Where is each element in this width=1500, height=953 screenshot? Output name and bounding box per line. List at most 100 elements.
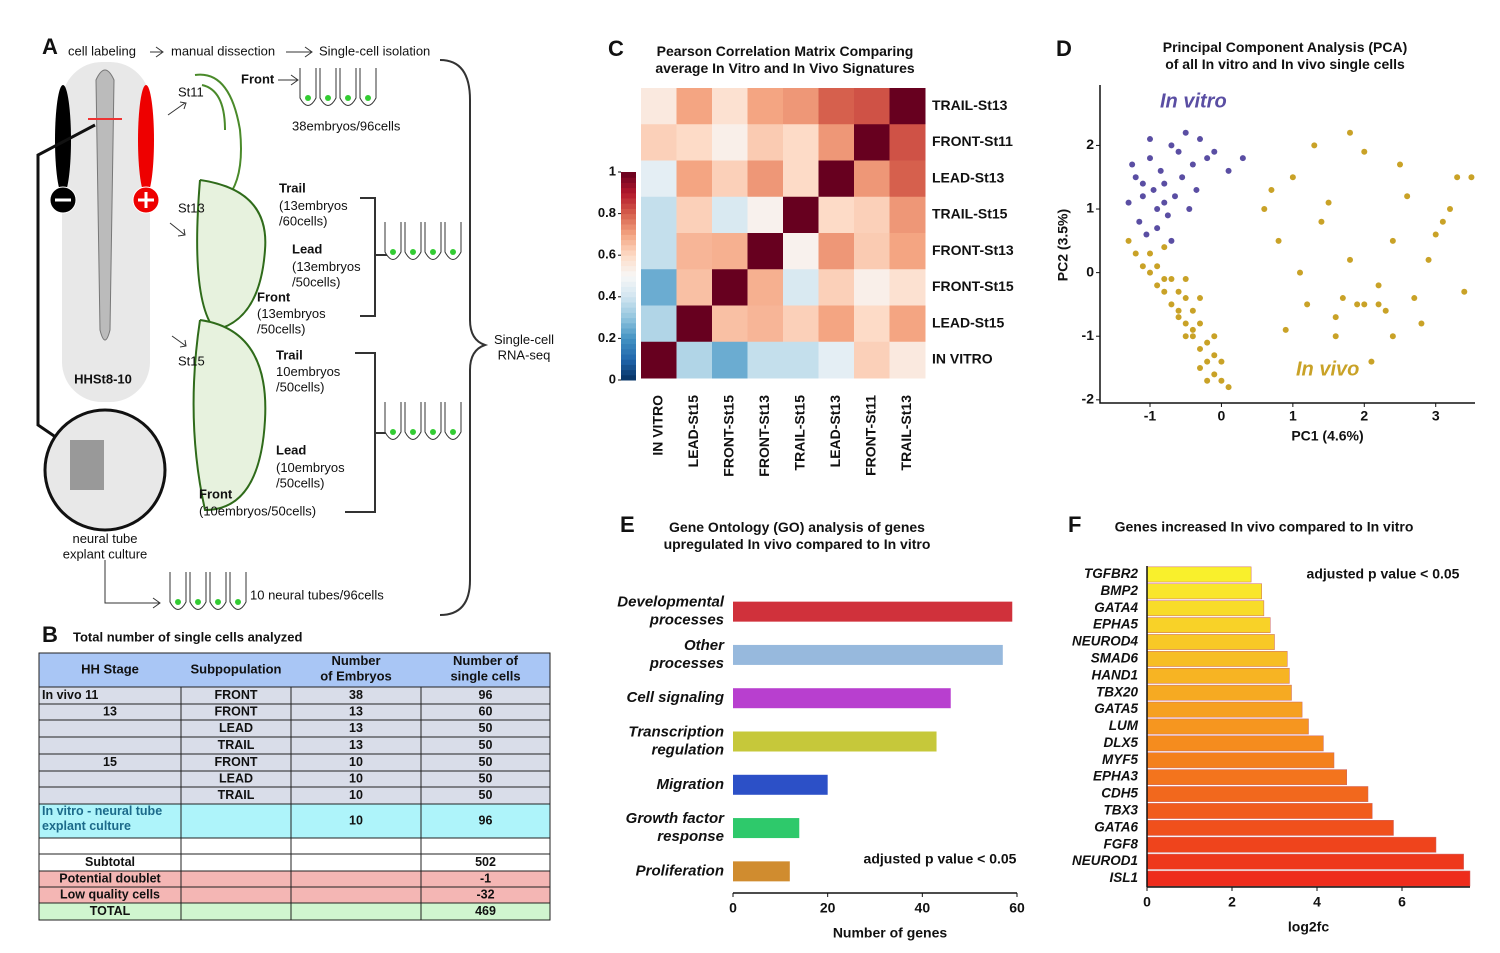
point xyxy=(1150,186,1157,193)
tube xyxy=(359,68,377,106)
colorbar-segment xyxy=(621,218,636,225)
point xyxy=(1325,199,1332,206)
table-cell-text: 15 xyxy=(103,755,117,769)
category-label: DLX5 xyxy=(1103,735,1138,750)
x-tick-label: 4 xyxy=(1313,894,1321,910)
heatmap-cell xyxy=(889,124,926,161)
table-cell xyxy=(180,803,292,839)
table-cell-text: 10 xyxy=(349,788,363,802)
heatmap-cell xyxy=(747,305,784,343)
colorbar-segment xyxy=(621,270,636,277)
point xyxy=(1182,295,1189,302)
diagram-label: (13embryos/60cells) xyxy=(279,198,348,229)
colorbar-segment xyxy=(621,281,636,287)
point xyxy=(1432,231,1439,238)
column-label: FRONT-St13 xyxy=(756,395,772,477)
table-cell xyxy=(38,770,182,788)
heatmap-cell xyxy=(676,233,713,270)
diagram-label: Lead xyxy=(292,241,322,256)
category-label: Proliferation xyxy=(636,862,724,879)
colorbar-tick-label: 1 xyxy=(609,163,616,178)
colorbar-segment xyxy=(621,317,636,324)
bar xyxy=(1146,583,1262,600)
table-title: Total number of single cells analyzed xyxy=(73,629,303,644)
diagram-label: Front xyxy=(199,486,233,501)
point xyxy=(1404,193,1411,200)
colorbar-segment xyxy=(621,182,636,189)
point xyxy=(1225,384,1232,391)
tube xyxy=(169,572,187,610)
section-st11 xyxy=(194,73,242,201)
column-label: IN VITRO xyxy=(649,395,665,456)
cell-icon xyxy=(430,249,436,255)
category-label: EPHA5 xyxy=(1093,617,1139,632)
heatmap-cell xyxy=(712,233,748,270)
colorbar-segment xyxy=(621,296,636,303)
colorbar-segment xyxy=(621,348,636,355)
table-cell-text: 13 xyxy=(349,704,363,718)
point xyxy=(1218,377,1225,384)
point xyxy=(1211,371,1218,378)
table-header-cell: Subpopulation xyxy=(191,661,282,676)
table-cell-text: Low quality cells xyxy=(60,887,160,901)
point xyxy=(1168,301,1175,308)
point xyxy=(1143,231,1150,238)
arrow xyxy=(286,46,313,58)
row-label: FRONT-St15 xyxy=(932,278,1014,294)
point xyxy=(1397,161,1403,168)
point xyxy=(1182,320,1189,327)
diagram-label: Trail xyxy=(279,180,306,195)
category-label: Transcription regulation xyxy=(628,723,724,758)
point xyxy=(1182,333,1189,340)
heatmap-cell xyxy=(712,88,748,125)
heatmap-cell xyxy=(641,88,677,125)
point xyxy=(1425,256,1432,263)
category-label: ISL1 xyxy=(1109,870,1138,885)
point xyxy=(1382,307,1389,314)
colorbar-segment xyxy=(621,250,636,256)
bracket xyxy=(345,352,388,513)
y-tick-label: 1 xyxy=(1086,200,1094,216)
cell-icon xyxy=(410,249,416,255)
table-cell-text: 13 xyxy=(349,721,363,735)
heatmap-cell xyxy=(747,269,784,306)
section-st15 xyxy=(192,319,267,512)
table-cell xyxy=(180,870,292,888)
heatmap-cell xyxy=(712,196,748,234)
series-label: In vitro xyxy=(1160,90,1227,112)
heatmap-cell xyxy=(641,233,677,270)
heatmap-cell xyxy=(641,341,677,379)
heatmap-cell xyxy=(889,88,926,125)
heatmap-cell xyxy=(676,269,713,306)
panel-letter: A xyxy=(42,34,58,59)
table-cell xyxy=(180,886,292,904)
point xyxy=(1154,282,1161,289)
colorbar-segment xyxy=(621,203,636,209)
heatmap-cell xyxy=(676,305,713,343)
point xyxy=(1139,180,1146,187)
x-axis-label: Number of genes xyxy=(833,925,948,941)
column-label: FRONT-St11 xyxy=(862,395,878,476)
table-cell-text: 13 xyxy=(349,738,363,752)
diagram-label: (13embryos/50cells) xyxy=(292,259,361,290)
colorbar-segment xyxy=(621,369,636,376)
colorbar-segment xyxy=(621,374,636,381)
point xyxy=(1147,269,1153,276)
cell-icon xyxy=(430,429,436,435)
point xyxy=(1161,199,1168,206)
colorbar-segment xyxy=(621,328,636,334)
table-cell xyxy=(180,837,292,855)
heatmap-cell xyxy=(818,269,855,306)
point xyxy=(1204,358,1211,365)
axes xyxy=(1099,85,1475,404)
heatmap-cell xyxy=(641,305,677,343)
heatmap-cell xyxy=(854,305,890,343)
point xyxy=(1389,333,1396,340)
table-cell xyxy=(420,902,551,921)
table-header-cell: Number of single cells xyxy=(450,653,520,684)
point xyxy=(1168,237,1175,244)
diagram-label: Single-cell RNA-seq xyxy=(494,332,554,363)
table-cell-text: 96 xyxy=(479,688,493,702)
cell-icon xyxy=(365,95,371,101)
panel-letter: E xyxy=(620,512,635,537)
